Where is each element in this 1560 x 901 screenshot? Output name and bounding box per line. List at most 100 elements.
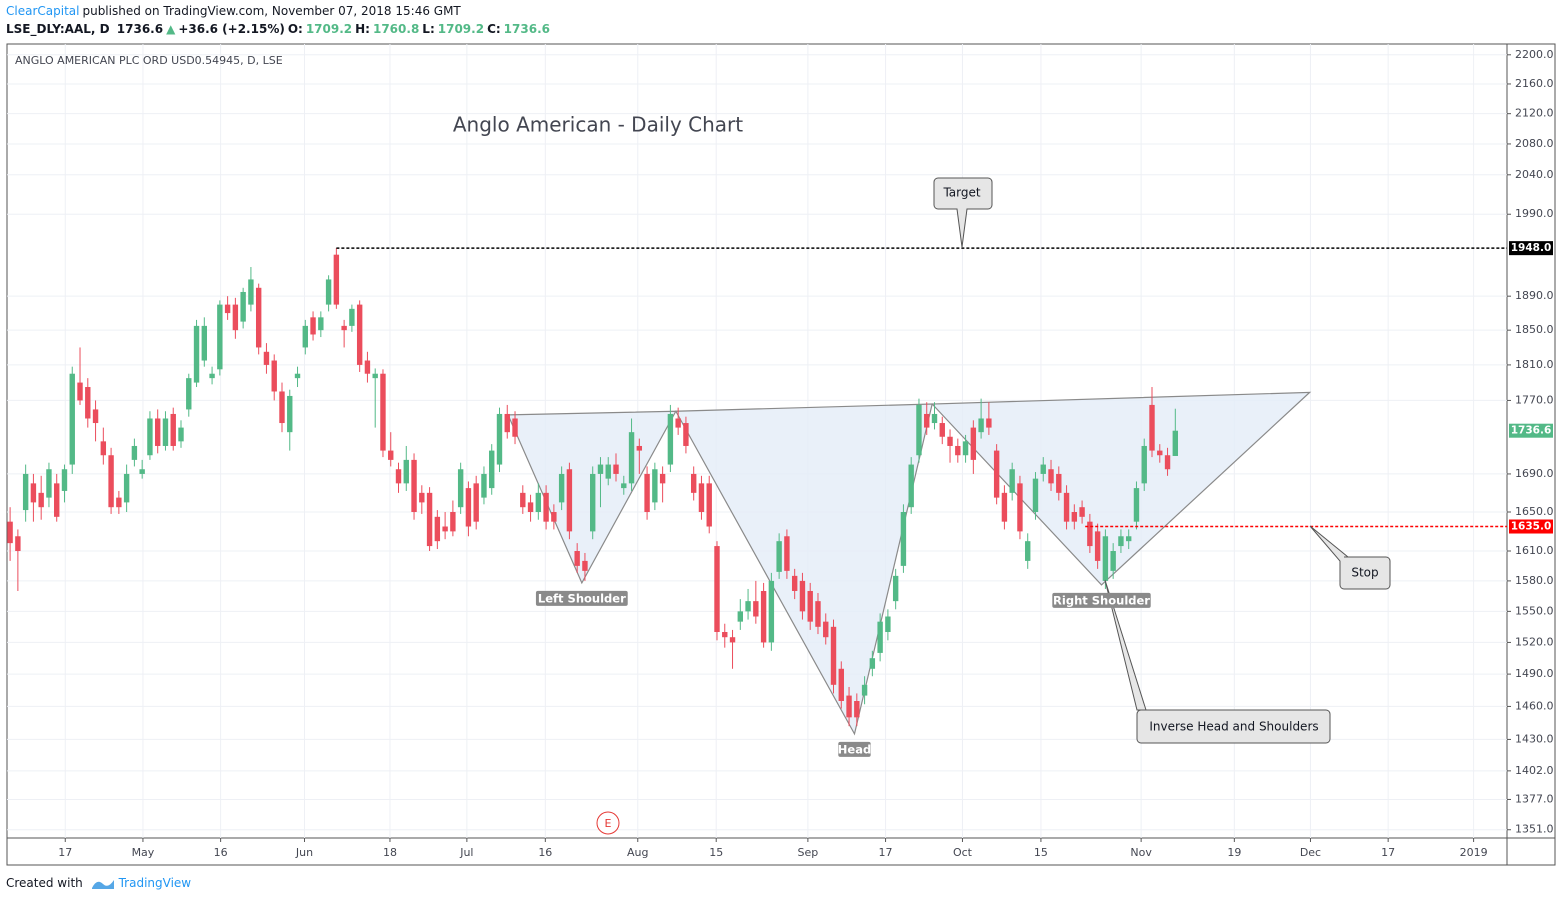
callout-text: Inverse Head and Shoulders <box>1149 720 1318 734</box>
y-tick-label: 1810.0 <box>1515 358 1554 371</box>
candle-body <box>426 492 433 547</box>
candle-body <box>240 291 246 322</box>
x-tick-label: 17 <box>58 846 72 859</box>
candle-body <box>388 450 394 460</box>
candle-body <box>807 590 813 622</box>
candle-body <box>1032 478 1039 513</box>
candle-body <box>939 423 945 437</box>
candle-body <box>830 626 837 685</box>
candle-body <box>854 700 860 718</box>
candle-body <box>403 459 409 484</box>
candle-body <box>434 516 441 542</box>
candle-body <box>1125 536 1132 542</box>
y-tick-label: 1610.0 <box>1515 544 1554 557</box>
candle-body <box>667 413 674 465</box>
candle-body <box>1149 404 1155 451</box>
candle-body <box>411 459 417 513</box>
candle-body <box>916 404 922 456</box>
price-label: 1948.0 <box>1511 242 1552 254</box>
candle-body <box>372 373 378 379</box>
candle-body <box>287 395 293 433</box>
h-label: H: <box>355 22 370 36</box>
pattern-label-bg <box>535 590 628 606</box>
candle-body <box>737 611 743 622</box>
pattern-label-bg <box>1052 592 1151 608</box>
y-tick-label: 1990.0 <box>1515 207 1554 220</box>
candle-body <box>729 637 736 643</box>
candle-body <box>1040 464 1046 474</box>
candle-body <box>61 469 68 491</box>
candle-body <box>1157 450 1163 456</box>
y-tick-label: 2080.0 <box>1515 137 1554 150</box>
candle-body <box>123 473 130 503</box>
candle-body <box>1001 492 1008 522</box>
candle-body <box>613 464 619 474</box>
candle-body <box>279 391 285 424</box>
candle-body <box>776 541 782 572</box>
candle-body <box>248 279 254 305</box>
candle-body <box>54 483 60 517</box>
y-tick-label: 1580.0 <box>1515 574 1554 587</box>
x-tick-label: Nov <box>1130 846 1152 859</box>
candle-body <box>1094 531 1101 561</box>
candle-body <box>714 546 720 633</box>
candle-body <box>675 418 681 428</box>
author[interactable]: ClearCapital <box>6 4 80 18</box>
candle-body <box>1110 551 1116 571</box>
close: 1736.6 <box>503 22 550 36</box>
pattern-triangle <box>930 391 1312 586</box>
candle-body <box>1118 536 1124 547</box>
candle-body <box>900 512 907 566</box>
x-tick-label: 16 <box>538 846 552 859</box>
y-tick-label: 1890.0 <box>1515 289 1554 302</box>
candle-body <box>310 317 316 335</box>
l-label: L: <box>422 22 435 36</box>
candle-body <box>799 580 806 612</box>
candle-body <box>465 488 472 527</box>
candle-body <box>116 497 122 508</box>
y-tick-label: 1460.0 <box>1515 699 1554 712</box>
y-tick-label: 2200.0 <box>1515 48 1554 61</box>
callout-box <box>1309 525 1391 590</box>
pattern-label: Head <box>838 742 871 756</box>
candle-body <box>706 483 712 527</box>
candle-body <box>885 616 891 633</box>
y-tick-label: 1650.0 <box>1515 505 1554 518</box>
x-tick-label: Jul <box>459 846 473 859</box>
c-label: C: <box>487 22 501 36</box>
callout-box <box>933 177 993 248</box>
candle-body <box>395 469 402 484</box>
candle-body <box>325 279 332 305</box>
y-tick-label: 2040.0 <box>1515 168 1554 181</box>
candle-body <box>442 526 448 532</box>
candle-body <box>1017 483 1023 532</box>
candle-body <box>217 304 223 370</box>
candle-body <box>457 469 464 508</box>
candle-body <box>861 684 868 696</box>
candle-body <box>605 464 611 479</box>
frame <box>6 43 1556 866</box>
candle-body <box>1025 541 1031 561</box>
candle-body <box>481 473 487 498</box>
earnings-marker[interactable] <box>596 811 620 835</box>
header-line: ClearCapital published on TradingView.com… <box>6 4 464 18</box>
y-tick-label: 1490.0 <box>1515 667 1554 680</box>
candle-body <box>131 445 138 460</box>
candle-body <box>302 325 308 348</box>
candle-body <box>7 521 13 544</box>
brand[interactable]: TradingView <box>118 876 192 890</box>
candle-body <box>271 360 277 392</box>
y-tick-label: 1520.0 <box>1515 635 1554 648</box>
price-label: 1736.6 <box>1511 425 1552 437</box>
y-tick-label: 1770.0 <box>1515 393 1554 406</box>
candle-body <box>955 445 961 456</box>
candle-body <box>1063 492 1070 522</box>
candle-body <box>1079 507 1085 517</box>
price-label-bg <box>1509 241 1553 256</box>
candle-body <box>722 632 728 638</box>
candle-body <box>224 304 231 314</box>
candle-body <box>147 418 153 456</box>
candle-body <box>1087 521 1093 547</box>
candle-body <box>931 413 938 424</box>
candle-body <box>263 351 270 365</box>
